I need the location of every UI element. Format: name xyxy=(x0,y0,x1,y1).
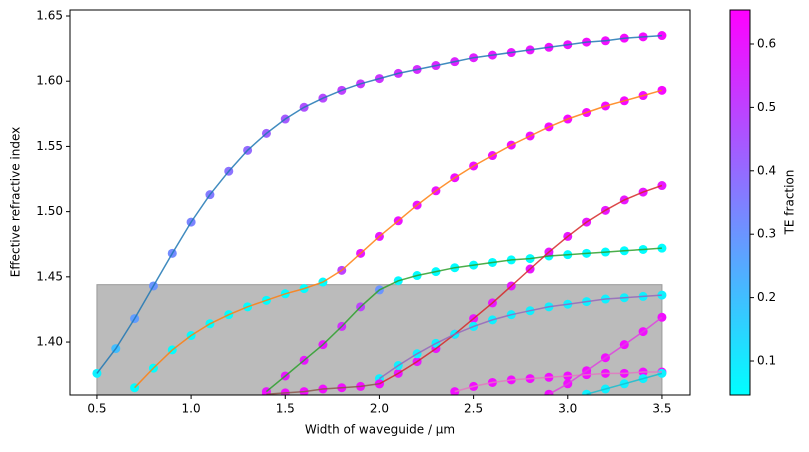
x-tick-label: 2.0 xyxy=(370,402,389,416)
data-point xyxy=(657,181,667,191)
plot-frame xyxy=(69,9,691,396)
y-tick-label: 1.55 xyxy=(36,139,63,153)
colorbar-tick-label: 0.6 xyxy=(757,36,776,50)
y-tick-label: 1.45 xyxy=(36,269,63,283)
colorbar-tick-label: 0.1 xyxy=(757,354,776,368)
mode-line xyxy=(134,89,663,389)
mode-line xyxy=(265,247,662,393)
data-point xyxy=(657,243,667,253)
x-tick-label: 0.5 xyxy=(87,402,106,416)
data-point xyxy=(657,31,667,41)
data-point xyxy=(582,389,592,395)
x-axis-label: Width of waveguide / µm xyxy=(305,423,455,437)
colorbar-tick-label: 0.4 xyxy=(757,163,776,177)
colorbar xyxy=(729,9,751,396)
mode-line xyxy=(378,294,662,380)
y-axis-label: Effective refractive index xyxy=(9,127,23,278)
data-point xyxy=(657,368,667,378)
y-tick-label: 1.40 xyxy=(36,335,63,349)
mode-line xyxy=(548,316,663,395)
y-tick-label: 1.65 xyxy=(36,8,63,22)
colorbar-tick-label: 0.5 xyxy=(757,100,776,114)
x-tick-label: 1.5 xyxy=(276,402,295,416)
colorbar-label: TE fraction xyxy=(783,170,797,236)
x-tick-label: 1.0 xyxy=(182,402,201,416)
mode-line xyxy=(586,372,663,395)
x-tick-label: 3.5 xyxy=(652,402,671,416)
mode-line xyxy=(96,34,662,374)
colorbar-tick-label: 0.3 xyxy=(757,227,776,241)
data-point xyxy=(657,290,667,300)
colorbar-tick-label: 0.2 xyxy=(757,290,776,304)
x-tick-label: 2.5 xyxy=(464,402,483,416)
x-tick-label: 3.0 xyxy=(558,402,577,416)
mode-line xyxy=(454,371,662,393)
mode-line xyxy=(379,184,663,385)
mode-line xyxy=(266,383,380,395)
data-point xyxy=(657,85,667,95)
y-tick-label: 1.50 xyxy=(36,204,63,218)
plot-content xyxy=(92,31,667,395)
y-tick-label: 1.60 xyxy=(36,74,63,88)
